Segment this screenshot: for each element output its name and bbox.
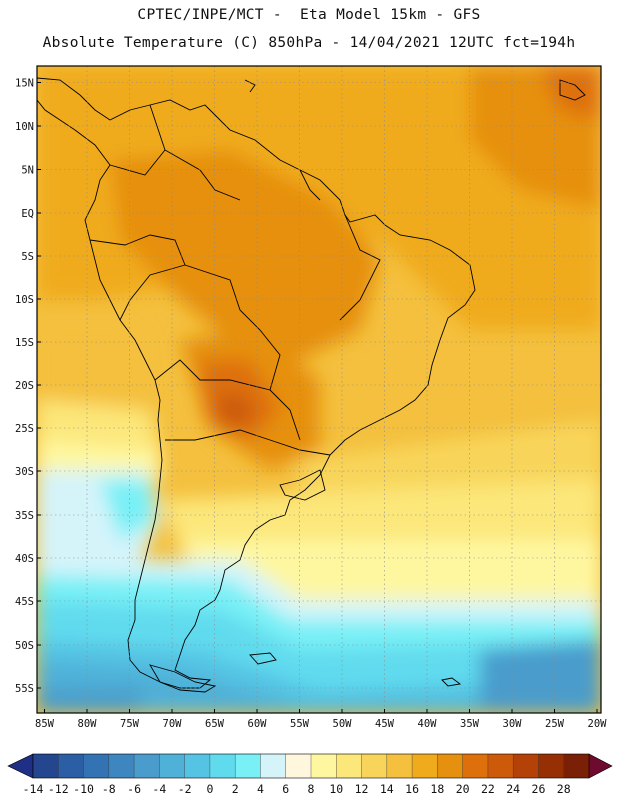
colorbar-label: -8 <box>102 782 116 796</box>
lon-label: 40W <box>418 718 438 730</box>
colorbar-label: 24 <box>506 782 520 796</box>
lon-label: 30W <box>503 718 523 730</box>
lon-label: 45W <box>375 718 395 730</box>
colorbar-label: 16 <box>405 782 419 796</box>
lon-label: 50W <box>333 718 353 730</box>
colorbar-swatch <box>563 754 590 778</box>
colorbar-label: -6 <box>127 782 141 796</box>
colorbar-swatch <box>386 754 413 778</box>
colorbar-under-arrow <box>7 753 34 779</box>
colorbar-label: 18 <box>430 782 444 796</box>
colorbar-swatch <box>462 754 489 778</box>
colorbar-label: 4 <box>257 782 264 796</box>
colorbar-swatch <box>83 754 110 778</box>
colorbar-swatch <box>184 754 211 778</box>
lat-label: 5N <box>21 165 34 177</box>
lon-label: 85W <box>35 718 55 730</box>
colorbar-label: 6 <box>282 782 289 796</box>
colorbar-swatch <box>285 754 312 778</box>
lon-label: 80W <box>78 718 98 730</box>
colorbar-label: 20 <box>456 782 470 796</box>
colorbar-label: 26 <box>532 782 546 796</box>
lat-label: 20S <box>15 380 34 392</box>
colorbar-label: -12 <box>48 782 69 796</box>
lat-label: 35S <box>15 510 34 522</box>
colorbar-swatch <box>108 754 135 778</box>
colorbar-swatch <box>336 754 362 778</box>
longitude-axis: 85W 80W 75W 70W 65W 60W 55W 50W 45W 40W 35W 30W 25W 2… <box>35 709 607 730</box>
colorbar-label: -10 <box>73 782 94 796</box>
colorbar-swatch <box>311 754 337 778</box>
colorbar-label: -4 <box>152 782 166 796</box>
colorbar-swatch <box>33 754 59 778</box>
colorbar-label: 12 <box>355 782 369 796</box>
lat-label: 45S <box>15 596 34 608</box>
lat-label: 10S <box>15 294 34 306</box>
lon-label: 70W <box>163 718 183 730</box>
colorbar-label: -2 <box>178 782 192 796</box>
latitude-axis: 15N 10N 5N EQ 5S 10S 15S 20S 25S 30S 35S 40S 45S 50S 5… <box>15 78 41 695</box>
colorbar-swatch <box>487 754 514 778</box>
colorbar-label: 14 <box>380 782 394 796</box>
colorbar-swatch <box>134 754 160 778</box>
lon-label: 25W <box>545 718 565 730</box>
colorbar-swatch <box>209 754 236 778</box>
colorbar-label: 8 <box>308 782 315 796</box>
lat-label: EQ <box>21 208 34 220</box>
lat-label: 5S <box>21 251 34 263</box>
lon-label: 35W <box>460 718 480 730</box>
lat-label: 15S <box>15 337 34 349</box>
colorbar-swatch <box>437 754 463 778</box>
colorbar: -14 -12 -10 -8 -6 -4 -2 0 2 4 6 8 10 12 14 16 18 20 22 24 26… <box>7 753 613 796</box>
colorbar-swatch <box>538 754 565 778</box>
temperature-field <box>37 66 601 713</box>
colorbar-over-arrow <box>588 753 613 779</box>
lat-label: 25S <box>15 423 34 435</box>
colorbar-swatch <box>235 754 261 778</box>
colorbar-swatch <box>412 754 438 778</box>
colorbar-label: 28 <box>557 782 571 796</box>
lat-label: 15N <box>15 78 34 90</box>
lon-label: 65W <box>205 718 225 730</box>
colorbar-label: 22 <box>481 782 495 796</box>
colorbar-label: 2 <box>232 782 239 796</box>
colorbar-label: 0 <box>206 782 213 796</box>
lat-label: 55S <box>15 683 34 695</box>
colorbar-swatch <box>260 754 287 778</box>
colorbar-swatch <box>361 754 388 778</box>
colorbar-label: 10 <box>329 782 343 796</box>
colorbar-swatch <box>159 754 185 778</box>
coastlines <box>37 77 586 693</box>
lat-label: 10N <box>15 121 34 133</box>
map-title-line2: Absolute Temperature (C) 850hPa - 14/04/… <box>42 35 576 51</box>
lon-label: 75W <box>120 718 140 730</box>
lon-label: 55W <box>290 718 310 730</box>
lat-label: 30S <box>15 466 34 478</box>
map-frame <box>36 65 602 714</box>
colorbar-label: -14 <box>23 782 44 796</box>
colorbar-swatch <box>513 754 539 778</box>
lon-label: 60W <box>248 718 268 730</box>
lat-label: 40S <box>15 553 34 565</box>
lat-label: 50S <box>15 640 34 652</box>
colorbar-swatch <box>58 754 84 778</box>
lon-label: 20W <box>588 718 608 730</box>
map-title-line1: CPTEC/INPE/MCT - Eta Model 15km - GFS <box>137 7 481 23</box>
